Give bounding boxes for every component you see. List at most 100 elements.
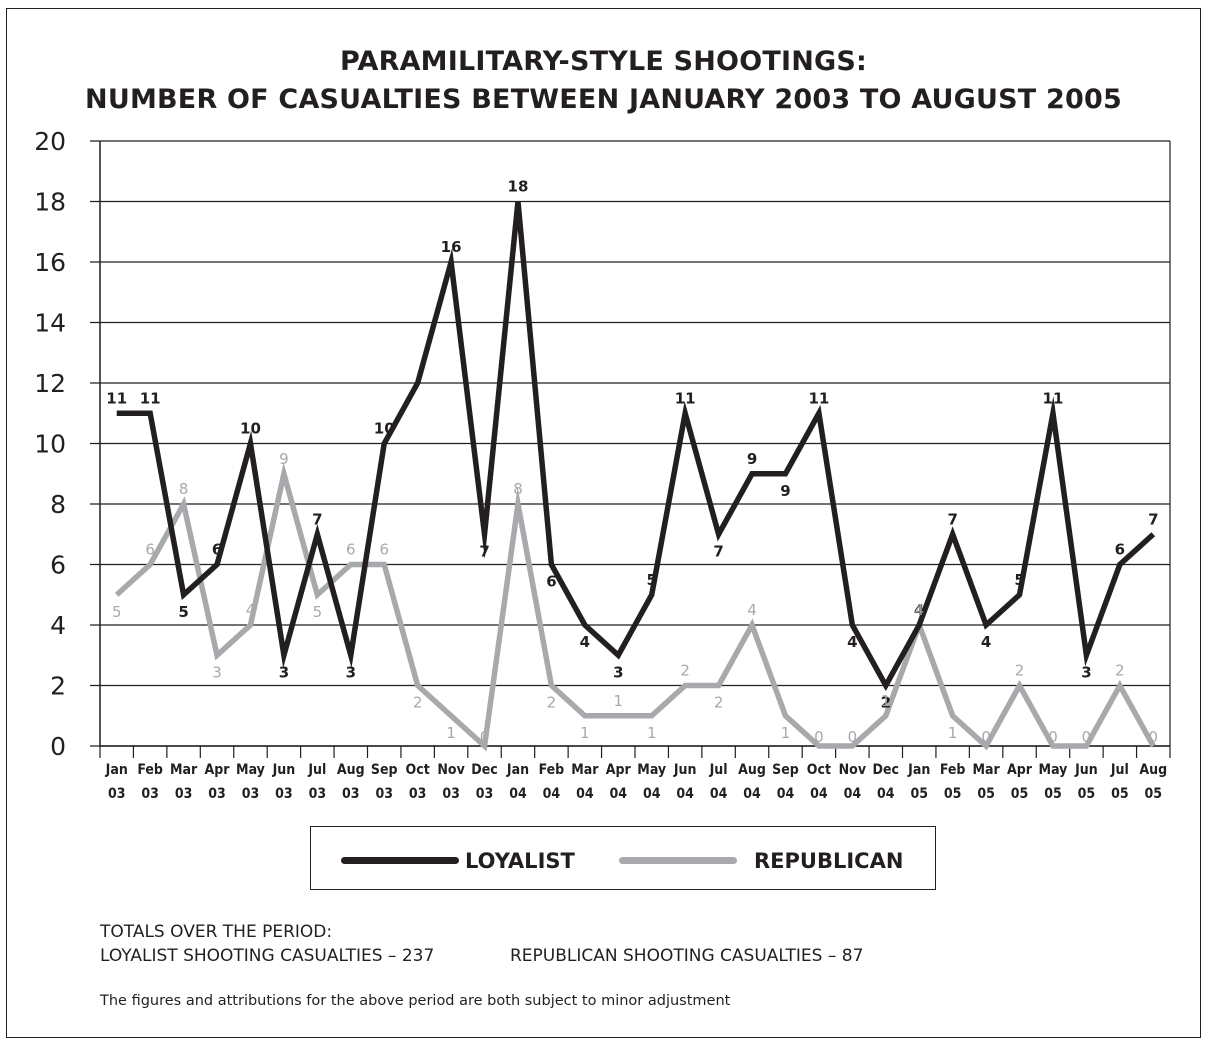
- data-label-republican: 8: [179, 480, 189, 498]
- data-label-republican: 2: [714, 694, 724, 712]
- data-label-republican: 2: [680, 662, 690, 680]
- data-label-republican: 5: [112, 603, 122, 621]
- data-label-loyalist: 9: [747, 450, 757, 468]
- data-label-republican: 1: [948, 724, 958, 742]
- data-label-republican: 4: [747, 601, 757, 619]
- x-tick-label: Aug 05: [1139, 762, 1167, 802]
- data-label-loyalist: 2: [881, 694, 891, 712]
- y-tick-label-10: 10: [34, 430, 66, 459]
- x-tick-label: Oct 03: [406, 762, 430, 802]
- data-label-republican: 1: [781, 724, 791, 742]
- x-tick-label: Feb 03: [137, 762, 163, 802]
- data-label-loyalist: 7: [1148, 510, 1158, 528]
- x-tick-label: Nov 04: [839, 762, 867, 802]
- x-tick-label: Jun 05: [1074, 762, 1098, 802]
- data-label-loyalist: 7: [713, 542, 723, 560]
- legend-label-republican: REPUBLICAN: [754, 849, 904, 873]
- data-label-republican: 0: [814, 728, 824, 746]
- totals-republican: REPUBLICAN SHOOTING CASUALTIES – 87: [510, 946, 864, 966]
- data-label-republican: 4: [914, 601, 924, 619]
- chart-title-line-2: NUMBER OF CASUALTIES BETWEEN JANUARY 200…: [85, 84, 1122, 115]
- data-label-republican: 1: [580, 724, 590, 742]
- data-label-republican: 0: [480, 728, 490, 746]
- x-tick-label: Dec 03: [471, 762, 497, 802]
- x-tick-label: Mar 04: [571, 762, 599, 802]
- data-label-loyalist: 10: [240, 420, 261, 438]
- data-label-republican: 2: [1115, 662, 1125, 680]
- data-label-republican: 1: [614, 692, 624, 710]
- x-tick-label: Aug 03: [337, 762, 365, 802]
- data-label-loyalist: 18: [508, 178, 529, 196]
- data-label-republican: 5: [313, 603, 323, 621]
- y-tick-label-2: 2: [50, 672, 66, 701]
- x-tick-label: Apr 03: [205, 762, 231, 802]
- footnote: The figures and attributions for the abo…: [100, 993, 731, 1009]
- data-label-loyalist: 5: [647, 571, 657, 589]
- series-line-republican: [114, 462, 1156, 752]
- series-line-loyalist: [116, 201, 1156, 692]
- y-tick-label-4: 4: [50, 611, 66, 640]
- x-tick-label: Feb 05: [940, 762, 966, 802]
- data-label-republican: 0: [1082, 728, 1092, 746]
- data-label-loyalist: 11: [106, 389, 127, 407]
- x-tick-label: Sep 04: [772, 762, 799, 802]
- data-label-loyalist: 3: [1081, 663, 1091, 681]
- data-label-republican: 4: [246, 601, 256, 619]
- data-label-republican: 1: [647, 724, 657, 742]
- totals-heading: TOTALS OVER THE PERIOD:: [100, 922, 333, 942]
- legend: LOYALIST REPUBLICAN: [310, 826, 936, 890]
- data-label-republican: 6: [379, 541, 389, 559]
- legend-swatch-loyalist: [341, 857, 459, 864]
- x-tick-label: Jan 05: [907, 762, 930, 802]
- data-label-republican: 3: [212, 663, 222, 681]
- data-label-republican: 1: [446, 724, 456, 742]
- data-label-loyalist: 7: [312, 510, 322, 528]
- data-label-republican: 9: [279, 450, 289, 468]
- data-label-loyalist: 11: [675, 389, 696, 407]
- data-label-loyalist: 4: [981, 633, 991, 651]
- data-label-loyalist: 7: [947, 510, 957, 528]
- data-label-republican: 1: [881, 692, 891, 710]
- x-tick-label: Mar 03: [170, 762, 198, 802]
- data-label-loyalist: 11: [140, 389, 161, 407]
- data-label-loyalist: 5: [1014, 571, 1024, 589]
- data-label-loyalist: 4: [847, 633, 857, 651]
- data-label-loyalist: 11: [1043, 389, 1064, 407]
- x-tick-label: Jun 04: [673, 762, 697, 802]
- x-tick-label: Apr 05: [1007, 762, 1033, 802]
- chart-title-line-1: PARAMILITARY-STYLE SHOOTINGS:: [339, 46, 868, 77]
- totals-loyalist: LOYALIST SHOOTING CASUALTIES – 237: [100, 946, 435, 966]
- data-label-republican: 8: [513, 480, 523, 498]
- y-tick-label-16: 16: [34, 248, 66, 277]
- x-tick-label: Mar 05: [972, 762, 1000, 802]
- y-tick-label-0: 0: [50, 732, 66, 761]
- x-tick-label: Feb 04: [539, 762, 565, 802]
- y-tick-label-12: 12: [34, 369, 66, 398]
- x-tick-label: May 05: [1039, 762, 1068, 802]
- data-label-loyalist: 4: [914, 601, 924, 619]
- data-label-loyalist: 7: [479, 542, 489, 560]
- y-tick-label-20: 20: [34, 127, 66, 156]
- x-tick-label: Jun 03: [272, 762, 296, 802]
- x-tick-label: Jan 03: [105, 762, 128, 802]
- data-label-republican: 6: [145, 541, 155, 559]
- x-tick-label: May 03: [236, 762, 265, 802]
- y-tick-label-14: 14: [34, 309, 66, 338]
- data-label-loyalist: 6: [1115, 541, 1125, 559]
- data-label-loyalist: 9: [780, 482, 790, 500]
- data-label-loyalist: 5: [178, 603, 188, 621]
- data-label-republican: 2: [547, 694, 557, 712]
- x-tick-label: Jul 05: [1110, 762, 1129, 802]
- data-label-republican: 2: [413, 694, 423, 712]
- data-label-republican: 0: [1048, 728, 1058, 746]
- x-tick-label: Oct 04: [807, 762, 831, 802]
- data-label-loyalist: 6: [212, 541, 222, 559]
- data-label-loyalist: 6: [546, 573, 556, 591]
- data-label-loyalist: 10: [374, 420, 395, 438]
- data-label-loyalist: 3: [346, 663, 356, 681]
- x-tick-label: Nov 03: [437, 762, 465, 802]
- x-tick-label: May 04: [637, 762, 666, 802]
- x-tick-label: Dec 04: [873, 762, 899, 802]
- data-label-loyalist: 4: [580, 633, 590, 651]
